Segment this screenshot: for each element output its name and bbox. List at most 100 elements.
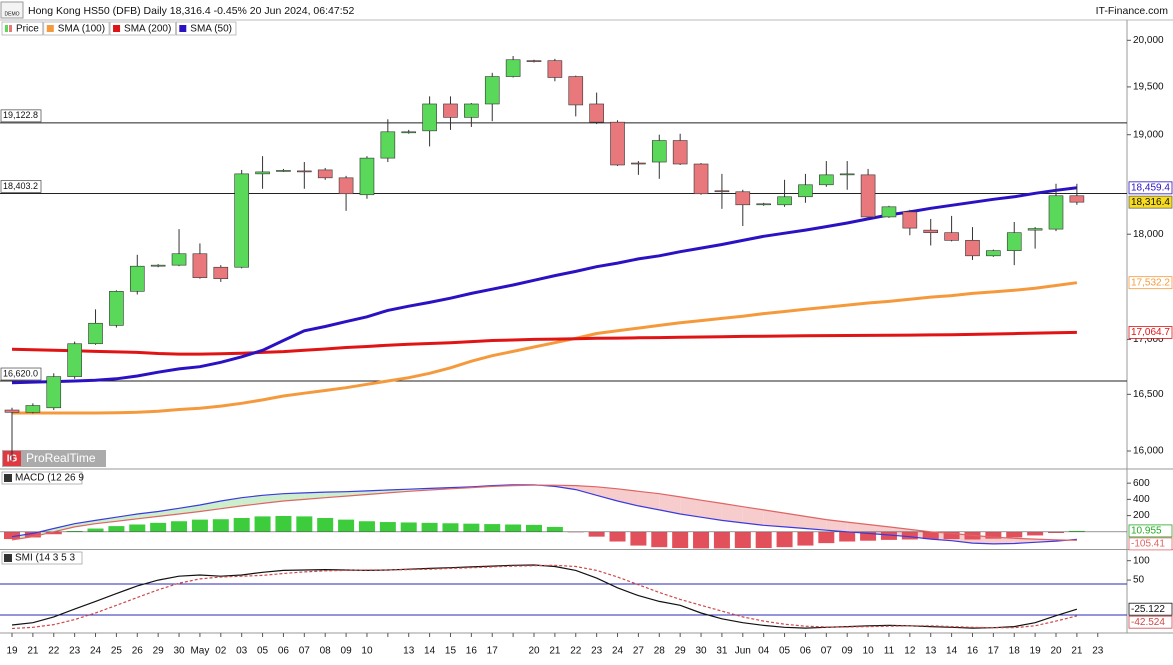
candle-body [1027, 228, 1043, 231]
macd-fill [659, 493, 681, 514]
candle-body [255, 171, 270, 175]
panel-title: MACD (12 26 9 [15, 473, 84, 484]
x-tick-label: 29 [153, 646, 165, 657]
last-value-box [1128, 524, 1173, 538]
macd-fill [53, 523, 75, 532]
macd-fill [638, 491, 660, 510]
y-tick-label: 20,000 [1133, 35, 1164, 46]
series-line [11, 484, 1077, 541]
candle-body [317, 169, 333, 179]
candle-body [46, 376, 62, 409]
histogram-bar [442, 523, 459, 532]
histogram-bar [45, 531, 62, 535]
macd-fill [596, 486, 618, 501]
last-value-label: -25.122 [1131, 604, 1165, 615]
histogram-bar [839, 531, 856, 542]
x-tick-label: 13 [403, 646, 415, 657]
histogram-bar [943, 531, 960, 540]
x-tick-label: 06 [278, 646, 290, 657]
candle-body [4, 409, 20, 413]
y-tick-label: 19,000 [1133, 129, 1164, 140]
panel-title-box [1, 551, 83, 565]
x-tick-label: 18 [1009, 646, 1021, 657]
x-tick-label: 24 [612, 646, 624, 657]
histogram-bar [338, 519, 355, 532]
macd-fill [826, 519, 848, 532]
candle-body [526, 60, 542, 62]
series-line [11, 564, 1078, 630]
histogram-bar [1068, 530, 1085, 532]
histogram-bar [588, 531, 605, 537]
series-line [11, 186, 1078, 385]
histogram-bar [484, 524, 501, 532]
x-tick-label: 07 [821, 646, 833, 657]
candle-body [839, 173, 855, 176]
series-line [11, 330, 1077, 356]
candle-body [338, 177, 354, 195]
candle-body [777, 196, 792, 206]
y-tick-label: 19,500 [1133, 82, 1164, 93]
histogram-bar [1048, 531, 1064, 534]
x-tick-label: 16 [967, 646, 979, 657]
x-tick-label: 07 [299, 646, 311, 657]
x-tick-label: 23 [1092, 646, 1104, 657]
legend-box [1, 21, 44, 36]
histogram-bar [129, 524, 146, 532]
x-tick-label: 30 [695, 646, 707, 657]
macd-fill [74, 520, 96, 527]
x-tick-label: 10 [863, 646, 875, 657]
histogram-bar [546, 526, 563, 532]
last-value-label: -42.524 [1131, 617, 1165, 628]
candle-body [547, 60, 563, 78]
candle-body [359, 157, 375, 196]
x-tick-label: 12 [904, 646, 916, 657]
last-value-box [1128, 602, 1173, 616]
x-tick-label: 06 [800, 646, 812, 657]
candle-body [881, 206, 897, 218]
macd-fill [784, 513, 806, 529]
macd-fill [847, 522, 869, 534]
x-tick-label: 05 [779, 646, 791, 657]
histogram-bar [922, 531, 939, 540]
y-tick-label: 400 [1133, 494, 1150, 505]
legend-swatch [179, 25, 187, 32]
histogram-bar [505, 524, 522, 532]
histogram-bar [797, 531, 814, 546]
legend-label: SMA (200) [124, 24, 171, 35]
candle-body [589, 103, 604, 123]
last-value-box [1128, 537, 1173, 551]
macd-fill [701, 500, 722, 521]
histogram-bar [400, 522, 417, 532]
last-value-label: -105.41 [1131, 539, 1165, 550]
legend-swatch [9, 25, 12, 32]
candle-body [401, 131, 417, 134]
level-label: 16,620.0 [3, 368, 38, 378]
candle-body [422, 103, 437, 132]
macd-fill [137, 511, 159, 519]
last-value-label: 18,316.4 [1131, 197, 1170, 208]
histogram-bar [901, 531, 918, 540]
histogram-bar [379, 522, 396, 532]
x-tick-label: 08 [320, 646, 332, 657]
x-tick-label: 19 [6, 646, 18, 657]
candle-body [150, 264, 166, 267]
histogram-bar [860, 531, 877, 541]
legend-label: Price [16, 24, 39, 35]
candle-body [443, 103, 458, 118]
candle-body [297, 170, 312, 173]
y-tick-label: 200 [1133, 510, 1150, 521]
x-tick-label: 05 [257, 646, 269, 657]
candle-body [213, 266, 229, 280]
source: IT-Finance.com [1096, 5, 1169, 17]
candle-body [88, 322, 103, 345]
candle-body [276, 170, 291, 172]
y-tick-label: 600 [1133, 478, 1150, 489]
last-value-label: 18,459.4 [1131, 182, 1170, 193]
candle-body [505, 59, 521, 77]
x-tick-label: 24 [90, 646, 102, 657]
panel-title-box [1, 471, 83, 485]
last-value-label: 17,064.7 [1131, 327, 1170, 338]
candle-body [568, 76, 584, 106]
candle-body [484, 76, 500, 105]
